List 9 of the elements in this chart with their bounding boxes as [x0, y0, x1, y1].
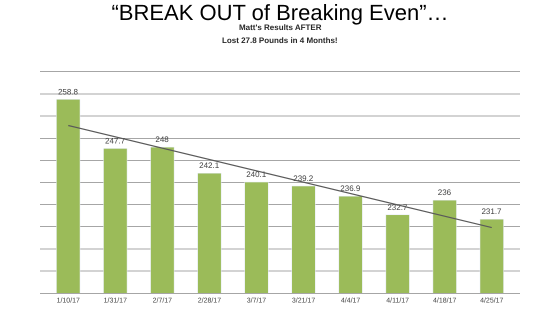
data-label: 236.9	[340, 184, 361, 194]
data-label: 236	[438, 188, 452, 198]
data-label: 242.1	[199, 161, 220, 170]
data-label: 248	[155, 135, 170, 144]
data-label: 231.7	[481, 207, 502, 216]
data-label: 240.1	[246, 170, 267, 180]
chart-subtitle: Matt's Results AFTER Lost 27.8 Pounds in 4 Months!	[222, 23, 338, 45]
chart-title: “BREAK OUT of Breaking Even”…	[111, 0, 449, 26]
data-label: 258.8	[58, 87, 79, 96]
